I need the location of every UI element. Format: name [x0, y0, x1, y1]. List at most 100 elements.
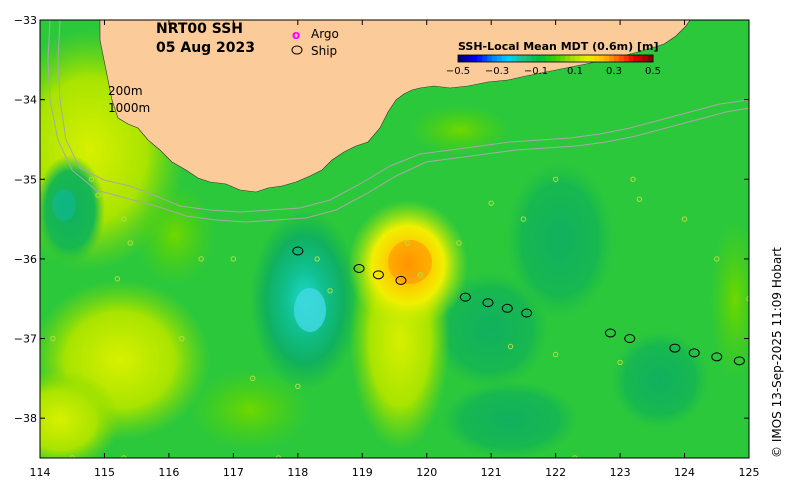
colorbar-segment — [501, 55, 508, 62]
argo-float-marker — [198, 256, 204, 262]
x-tick-label: 115 — [94, 466, 115, 479]
colorbar-segment — [477, 55, 483, 62]
argo-float-marker — [520, 216, 527, 222]
colorbar-segment — [560, 55, 566, 62]
ssh-field — [40, 30, 749, 458]
colorbar-segment — [531, 55, 537, 62]
colorbar-segment — [618, 55, 625, 62]
colorbar-tick-label: −0.5 — [446, 66, 470, 77]
ship-position-marker — [711, 352, 723, 362]
argo-float-marker — [630, 176, 636, 182]
colorbar-segment — [516, 55, 522, 62]
argo-float-marker — [114, 276, 121, 282]
argo-legend-label: Argo — [311, 27, 339, 41]
colorbar-tick-label: −0.1 — [524, 66, 548, 77]
colorbar-ticks: −0.5 −0.3 −0.1 0.1 0.3 0.5 — [446, 66, 661, 77]
argo-float-marker — [50, 335, 56, 342]
ship-position-marker — [669, 343, 681, 353]
ship-position-marker — [604, 328, 616, 338]
x-tick-label: 117 — [223, 466, 244, 479]
isobath-label-200m: 200m — [108, 84, 143, 98]
colorbar-segment — [506, 55, 513, 62]
ship-position-marker — [624, 334, 636, 344]
argo-float-marker — [95, 192, 101, 198]
colorbar-segment — [511, 55, 517, 62]
colorbar-tick-label: 0.1 — [567, 66, 583, 77]
x-tick-label: 116 — [158, 466, 179, 479]
argo-float-marker — [552, 176, 559, 182]
colorbar-tick-label: 0.3 — [606, 66, 622, 77]
argo-float-marker — [507, 343, 514, 350]
title-product: NRT00 SSH — [156, 21, 243, 37]
ship-legend-symbol — [291, 45, 303, 55]
colorbar-title: SSH-Local Mean MDT (0.6m) [m] — [458, 40, 658, 53]
ship-position-marker — [482, 298, 494, 308]
ship-position-marker — [501, 303, 513, 313]
argo-float-marker — [230, 256, 237, 262]
argo-float-marker — [617, 359, 623, 366]
colorbar-segment — [536, 55, 542, 62]
argo-float-marker — [488, 200, 494, 206]
colorbar-segment — [550, 55, 556, 62]
ship-position-marker — [292, 246, 304, 256]
isobath-200m — [57, 20, 749, 213]
y-axis: −33 −34 −35 −36 −37 −38 — [14, 14, 749, 425]
colorbar-segment — [492, 55, 498, 62]
colorbar-segment — [526, 55, 532, 62]
colorbar-segment — [497, 55, 503, 62]
colorbar-frame — [457, 54, 654, 63]
ship-legend-label: Ship — [311, 44, 337, 58]
y-tick-label: −33 — [14, 14, 37, 27]
x-tick-label: 114 — [30, 466, 51, 479]
ship-position-marker — [353, 263, 365, 273]
colorbar-segment — [589, 55, 595, 62]
argo-float-marker — [681, 216, 688, 222]
argo-float-marker — [295, 383, 301, 390]
x-tick-label: 121 — [481, 466, 502, 479]
argo-float-marker — [456, 240, 462, 246]
colorbar-segment — [614, 55, 620, 62]
colorbar-segment — [594, 55, 600, 62]
argo-float-marker — [417, 272, 423, 278]
argo-float-marker — [250, 375, 256, 382]
y-tick-label: −36 — [14, 253, 37, 266]
colorbar-segment — [462, 55, 469, 62]
colorbar-segment — [604, 55, 610, 62]
colorbar-segment — [638, 55, 644, 62]
colorbar-segment — [482, 55, 488, 62]
y-tick-label: −38 — [14, 412, 37, 425]
x-tick-label: 122 — [545, 466, 566, 479]
colorbar-segment — [623, 55, 630, 62]
ship-position-marker — [521, 308, 533, 318]
argo-float-marker — [552, 351, 559, 358]
y-tick-label: −35 — [14, 173, 37, 186]
colorbar-tick-label: 0.5 — [645, 66, 661, 77]
argo-float-marker — [636, 196, 643, 202]
plot-area — [40, 20, 749, 458]
argo-float-marker — [714, 256, 720, 262]
plot-frame — [39, 19, 750, 459]
isobath-label-1000m: 1000m — [108, 101, 150, 115]
argo-float-marker — [121, 216, 127, 222]
argo-float-marker — [404, 240, 411, 246]
colorbar-segment — [648, 55, 654, 62]
colorbar-segment — [599, 55, 605, 62]
x-tick-label: 118 — [287, 466, 308, 479]
argo-float-marker — [314, 256, 320, 262]
y-tick-label: −37 — [14, 333, 37, 346]
colorbar-segment — [458, 55, 464, 62]
colorbar-segment — [628, 55, 634, 62]
argo-float-marker — [179, 335, 185, 342]
colorbar-segment — [609, 55, 615, 62]
colorbar-segment — [545, 55, 552, 62]
x-tick-label: 125 — [739, 466, 760, 479]
colorbar-segment — [540, 55, 547, 62]
ship-position-marker — [688, 348, 700, 358]
y-tick-label: −34 — [14, 94, 37, 107]
argo-float-marker — [327, 288, 333, 294]
colorbar — [457, 54, 654, 63]
colorbar-tick-label: −0.3 — [485, 66, 509, 77]
ship-position-marker — [372, 270, 384, 280]
colorbar-segment — [643, 55, 649, 62]
